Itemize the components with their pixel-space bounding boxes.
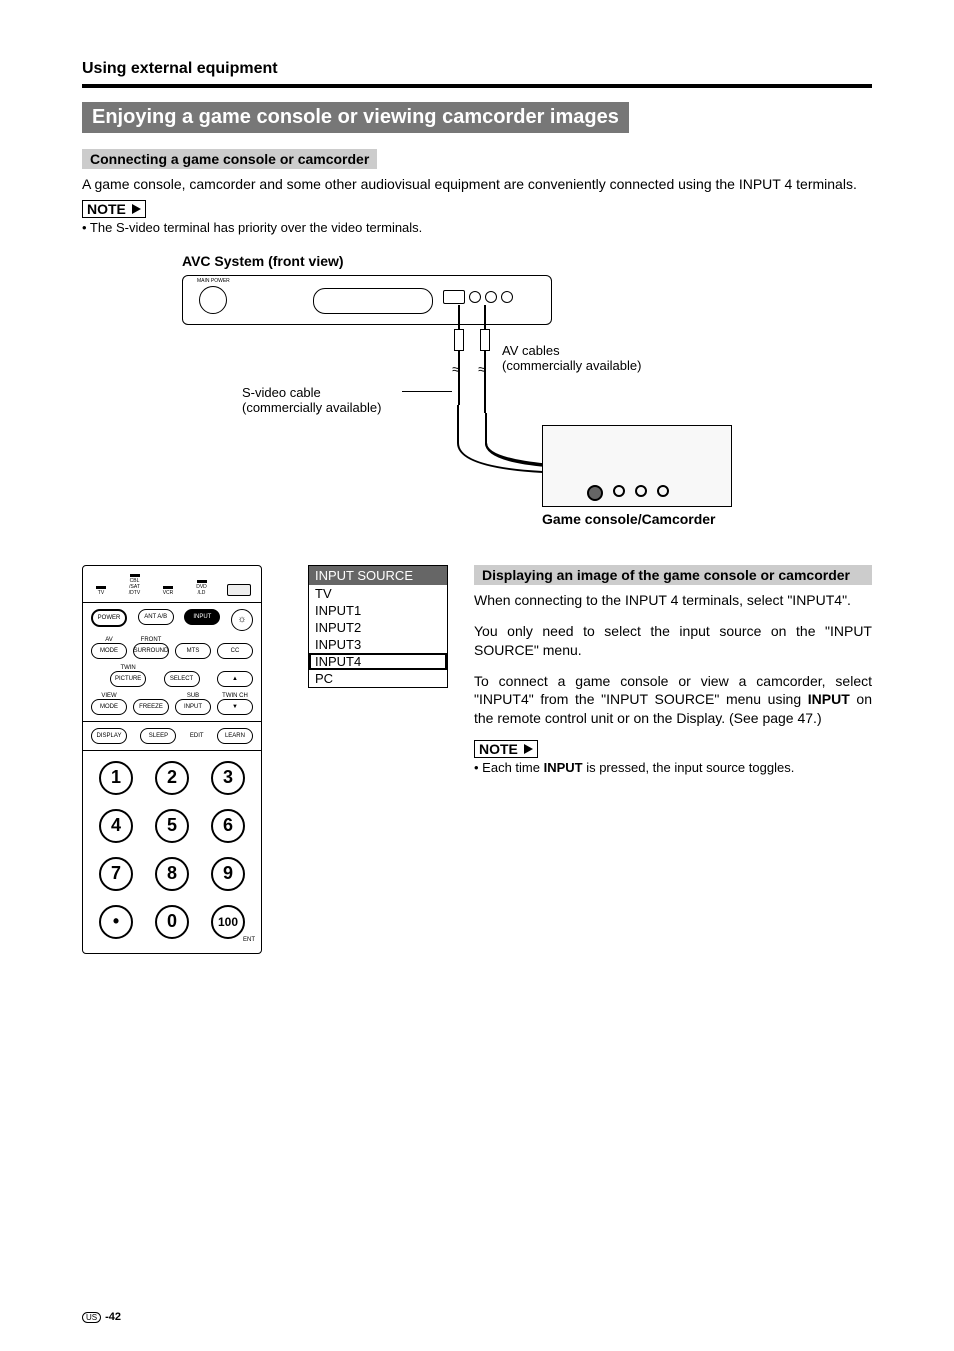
remote-device-row: TV CBL /SAT /DTV VCR DVD /LD [91,574,253,598]
paragraph-select-input4: When connecting to the INPUT 4 terminals… [474,591,872,610]
source-item-pc[interactable]: PC [309,670,447,687]
av-cable-label-1: AV cables [502,343,560,358]
ir-window-icon [227,584,251,596]
svideo-cable-connector [454,329,464,351]
svideo-cable-line [458,305,460,405]
down-button[interactable]: ▼ [217,699,253,715]
remote-dev-cbl[interactable]: CBL /SAT /DTV [127,574,143,596]
av-cable-label-2: (commercially available) [502,358,641,373]
av-cable-connector [480,329,490,351]
note-label-2: NOTE [479,741,518,757]
section-heading: Using external equipment [82,60,872,78]
approx-icon-2: ≈ [478,361,486,377]
device-rca-2 [635,485,647,497]
remote-control: TV CBL /SAT /DTV VCR DVD /LD POWER ANT A… [82,565,262,954]
num-5-button[interactable]: 5 [155,809,189,843]
display-button[interactable]: DISPLAY [91,728,127,744]
rca-port-3 [501,291,513,303]
num-4-button[interactable]: 4 [99,809,133,843]
rca-port-1 [469,291,481,303]
front-ports [443,286,513,300]
num-8-button[interactable]: 8 [155,857,189,891]
cc-button[interactable]: CC [217,643,253,659]
ent-label: ENT [243,937,255,943]
twin-picture-button[interactable]: PICTURE [110,671,146,687]
select-button[interactable]: SELECT [164,671,200,687]
note-text-2: • Each time INPUT is pressed, the input … [474,760,872,775]
note-arrow-icon-2 [524,744,533,754]
remote-dev-dvd[interactable]: DVD /LD [194,580,210,596]
source-item-tv[interactable]: TV [309,585,447,602]
subheading-displaying: Displaying an image of the game console … [474,565,872,585]
power-ring-icon [199,286,227,314]
ant-ab-button[interactable]: ANT A/B [138,609,174,625]
paragraph-connecting: A game console, camcorder and some other… [82,175,872,194]
sleep-button[interactable]: SLEEP [140,728,176,744]
device-rca-1 [613,485,625,497]
device-label: Game console/Camcorder [542,511,716,527]
freeze-button[interactable]: FREEZE [133,699,169,715]
remote-dev-vcr[interactable]: VCR [160,586,176,596]
num-7-button[interactable]: 7 [99,857,133,891]
numeric-keypad: 1 2 3 4 5 6 7 8 9 • 0 100 [91,755,253,945]
front-view-diagram: MAIN POWER ≈ ≈ AV cables (commercially a… [182,275,742,525]
note-arrow-icon [132,204,141,214]
subheading-connecting: Connecting a game console or camcorder [82,149,377,169]
view-mode-button[interactable]: MODE [91,699,127,715]
num-3-button[interactable]: 3 [211,761,245,795]
edit-label: EDIT [190,733,204,739]
source-item-input3[interactable]: INPUT3 [309,636,447,653]
num-2-button[interactable]: 2 [155,761,189,795]
rca-port-2 [485,291,497,303]
dot-button[interactable]: • [99,905,133,939]
input-button[interactable]: INPUT [184,609,220,625]
num-6-button[interactable]: 6 [211,809,245,843]
source-item-input1[interactable]: INPUT1 [309,602,447,619]
power-button[interactable]: POWER [91,609,127,627]
remote-dev-tv[interactable]: TV [93,586,109,596]
sub-input-button[interactable]: INPUT [175,699,211,715]
main-title: Enjoying a game console or viewing camco… [82,102,629,133]
av-cable-line [484,305,486,413]
svideo-port [443,290,465,304]
paragraph-connect-select: To connect a game console or view a camc… [474,672,872,729]
front-surround-button[interactable]: SURROUND [133,643,169,659]
num-9-button[interactable]: 9 [211,857,245,891]
front-center-panel [313,288,433,314]
av-mode-button[interactable]: MODE [91,643,127,659]
up-button[interactable]: ▲ [217,671,253,687]
num-1-button[interactable]: 1 [99,761,133,795]
main-power-label: MAIN POWER [197,278,230,284]
note-label-1: NOTE [87,201,126,217]
input-source-header: INPUT SOURCE [309,566,447,585]
num-100-button[interactable]: 100 [211,905,245,939]
note-text-1: • The S-video terminal has priority over… [82,220,872,235]
learn-button[interactable]: LEARN [217,728,253,744]
input-source-menu: INPUT SOURCE TV INPUT1 INPUT2 INPUT3 INP… [308,565,448,688]
note-box: NOTE [82,200,146,218]
page-number: US -42 [82,1311,121,1323]
device-rca-3 [657,485,669,497]
device-sv-port [587,485,603,501]
av-cable-label: AV cables (commercially available) [502,343,641,374]
avc-system-box: MAIN POWER [182,275,552,325]
sv-cable-label: S-video cable (commercially available) [242,385,381,416]
front-view-heading: AVC System (front view) [182,253,872,269]
source-item-input2[interactable]: INPUT2 [309,619,447,636]
source-item-input4[interactable]: INPUT4 [309,653,447,670]
page-number-value: -42 [105,1311,121,1323]
sv-cable-label-2: (commercially available) [242,400,381,415]
paragraph-source-menu: You only need to select the input source… [474,622,872,660]
light-button[interactable]: ☼ [231,609,253,631]
num-0-button[interactable]: 0 [155,905,189,939]
device-ports [587,485,669,501]
sv-label-leader [402,391,452,392]
region-us-badge: US [82,1312,101,1323]
approx-icon: ≈ [452,361,460,377]
mts-button[interactable]: MTS [175,643,211,659]
note-box-2: NOTE [474,740,538,758]
heading-rule [82,84,872,88]
sv-cable-label-1: S-video cable [242,385,321,400]
